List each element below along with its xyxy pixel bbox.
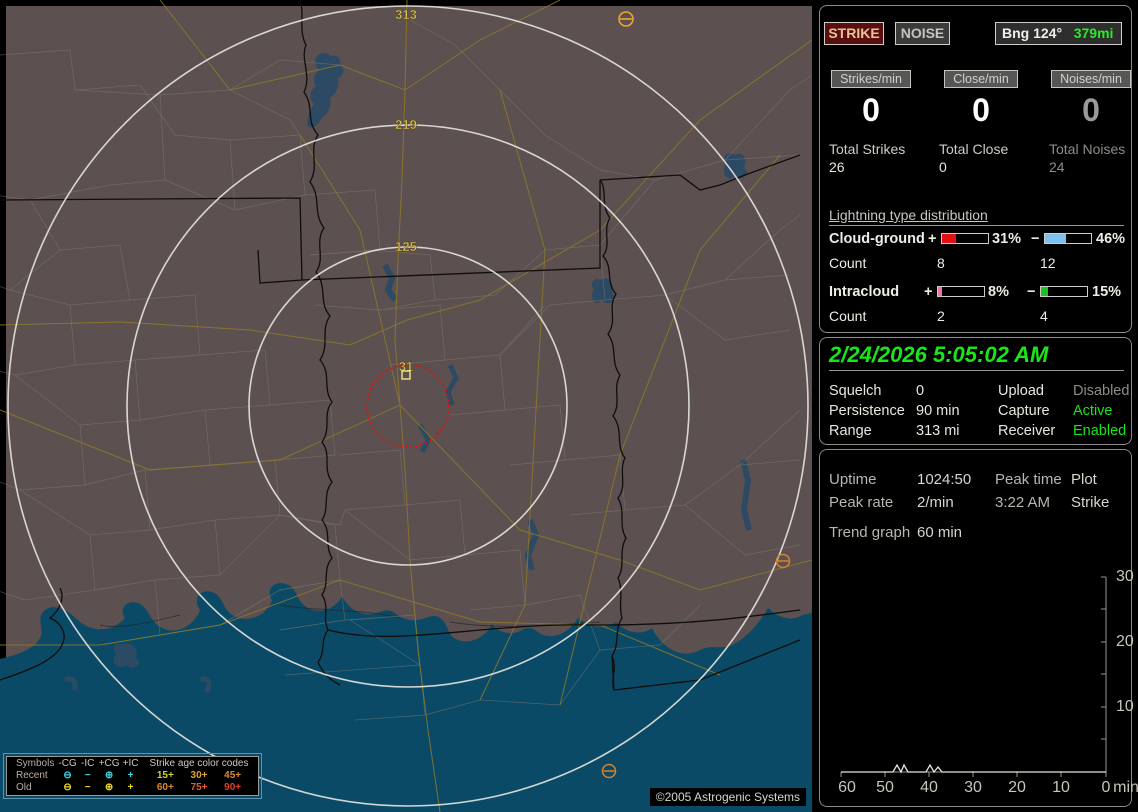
svg-text:10: 10 bbox=[1052, 779, 1070, 796]
svg-text:min: min bbox=[1113, 779, 1138, 796]
svg-text:60: 60 bbox=[838, 779, 856, 796]
svg-text:40: 40 bbox=[920, 779, 938, 796]
svg-text:0: 0 bbox=[1102, 779, 1111, 796]
svg-text:10: 10 bbox=[1116, 698, 1134, 715]
svg-text:30: 30 bbox=[964, 779, 982, 796]
svg-text:31: 31 bbox=[399, 359, 413, 374]
svg-text:313: 313 bbox=[395, 7, 417, 22]
svg-text:50: 50 bbox=[876, 779, 894, 796]
svg-text:20: 20 bbox=[1008, 779, 1026, 796]
svg-text:125: 125 bbox=[395, 239, 417, 254]
svg-text:219: 219 bbox=[395, 117, 417, 132]
svg-text:20: 20 bbox=[1116, 633, 1134, 650]
svg-text:30: 30 bbox=[1116, 568, 1134, 585]
